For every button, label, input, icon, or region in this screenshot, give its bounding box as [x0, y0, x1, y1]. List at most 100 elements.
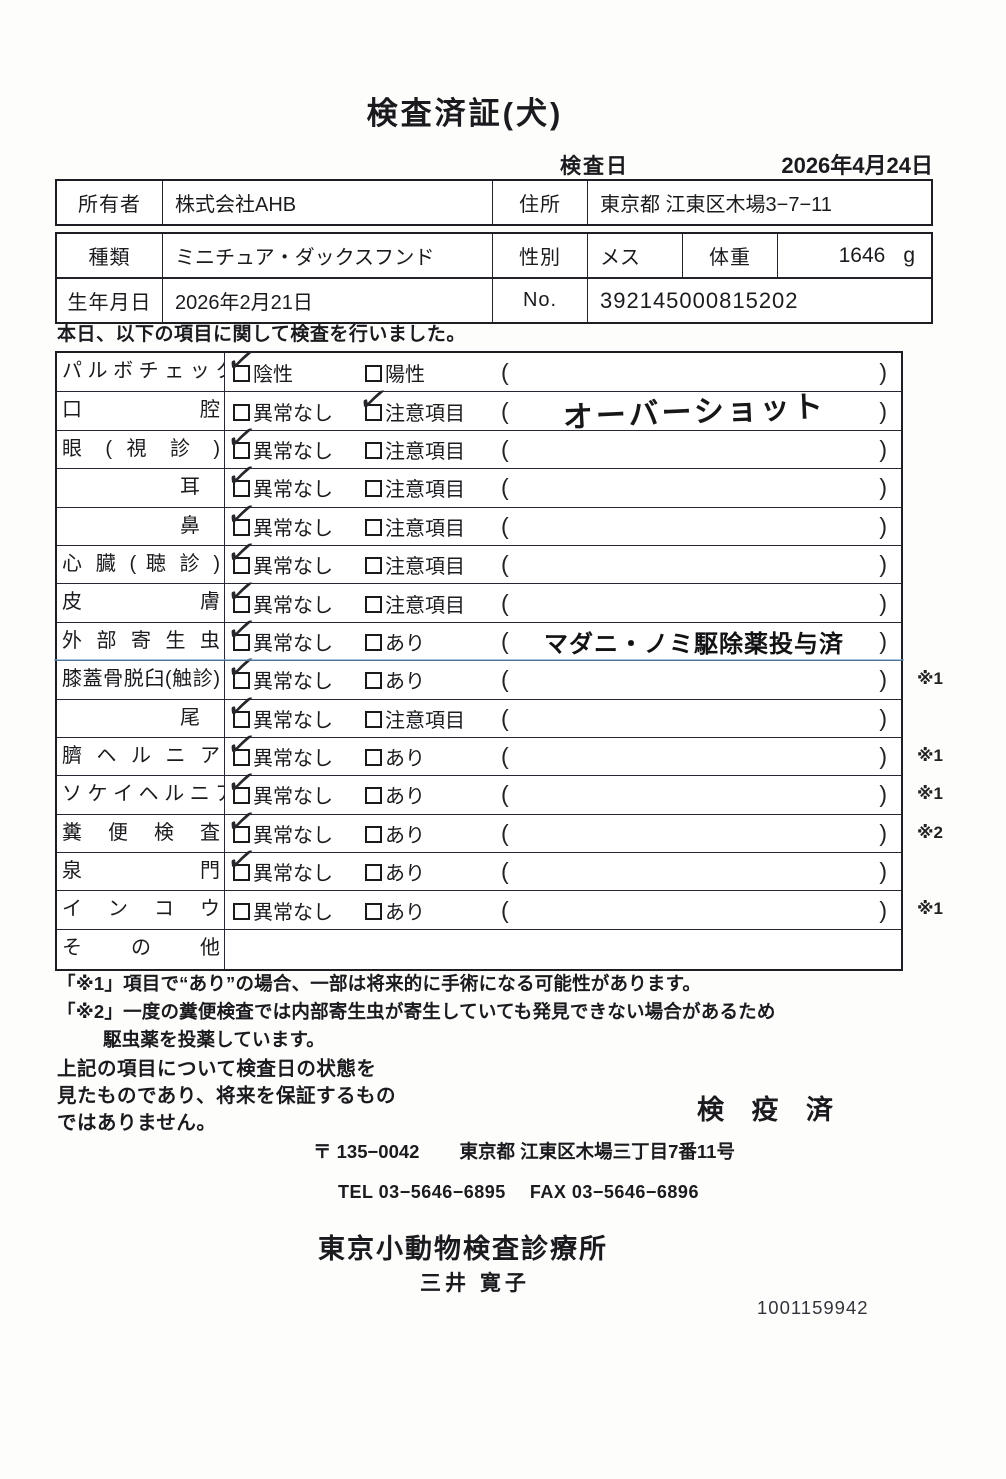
checkbox-icon[interactable]: [365, 749, 382, 767]
checkbox-present[interactable]: ✓あり: [365, 627, 501, 656]
owner-label: 所有者: [78, 194, 141, 216]
close-paren: ): [879, 666, 887, 693]
checkbox-no-abnormality[interactable]: ✓異常なし: [222, 609, 333, 655]
item-label: そ の 他: [57, 929, 225, 969]
table-row-heart: 心 臓 ( 聴 診 ) ✓異常なし ✓注意項目 (): [57, 533, 901, 584]
checkbox-no-abnormality[interactable]: ✓異常なし: [222, 571, 333, 617]
checkbox-no-abnormality[interactable]: ✓異常なし: [222, 724, 333, 771]
close-paren: ): [879, 819, 887, 846]
checkbox-icon[interactable]: [233, 672, 250, 690]
clinic-name: 東京小動物検査診療所: [318, 1234, 608, 1264]
remarks-field: (): [501, 666, 887, 693]
remarks-field: (オーバーショット): [501, 389, 887, 434]
checkbox-positive[interactable]: ✓陽性: [365, 358, 501, 387]
checkbox-caution[interactable]: ✓注意項目: [365, 550, 501, 579]
checkbox-icon[interactable]: [233, 633, 250, 651]
checkbox-icon[interactable]: [365, 633, 382, 651]
checkbox-caution[interactable]: ✓注意項目: [365, 704, 501, 733]
footnote-2: 「※2」一度の糞便検査では内部寄生虫が寄生していても発見できない場合があるため: [57, 1001, 776, 1022]
checkbox-icon[interactable]: [233, 864, 250, 882]
checkbox-caution[interactable]: ✓注意項目: [365, 435, 501, 464]
checkbox-icon[interactable]: [365, 364, 382, 382]
checkbox-icon[interactable]: [233, 480, 250, 498]
checkbox-negative[interactable]: ✓ 陰性: [222, 340, 293, 386]
checkbox-icon[interactable]: [233, 710, 250, 728]
checkbox-icon[interactable]: [365, 557, 382, 575]
checkbox-caution[interactable]: ✓注意項目: [354, 379, 465, 425]
open-paren: (: [501, 512, 509, 539]
table-row-eyes: 眼 ( 視 診 ) ✓異常なし ✓注意項目 (): [57, 417, 901, 469]
intro-text: 本日、以下の項目に関して検査を行いました。: [57, 324, 466, 345]
serial-number: 1001159942: [757, 1297, 869, 1318]
breed-value: ミニチュア・ダックスフンド: [162, 234, 492, 277]
checkbox-present[interactable]: ✓あり: [365, 780, 501, 809]
open-paren: (: [501, 666, 509, 693]
weight-value: 1646: [838, 243, 886, 267]
checkbox-icon[interactable]: [233, 518, 250, 536]
checkbox-icon[interactable]: [233, 557, 250, 575]
table-row-fontanelle: 泉 門 ✓異常なし ✓あり (): [57, 840, 901, 891]
checkbox-icon[interactable]: [233, 749, 250, 767]
checkbox-no-abnormality[interactable]: ✓異常なし: [222, 648, 333, 694]
checkbox-present[interactable]: ✓あり: [365, 665, 501, 694]
checkbox-no-abnormality[interactable]: ✓異常なし: [222, 533, 333, 579]
checkbox-icon[interactable]: [233, 441, 250, 459]
checkbox-no-abnormality[interactable]: ✓異常なし: [222, 801, 333, 847]
checkbox-present[interactable]: ✓あり: [365, 857, 501, 886]
checkbox-icon[interactable]: [233, 364, 250, 382]
checkbox-caution[interactable]: ✓注意項目: [365, 512, 501, 541]
checkbox-icon[interactable]: [233, 595, 250, 613]
checkbox-icon[interactable]: [365, 710, 382, 728]
veterinarian-name: 三井 寛子: [420, 1272, 530, 1295]
owner-info-box: 所有者 株式会社AHB 住所 東京都 江東区木場3−7−11: [55, 179, 933, 226]
item-label: 糞 便 検 査: [57, 814, 225, 853]
remarks-field: (): [501, 781, 887, 808]
close-paren: ): [879, 704, 887, 731]
checkbox-caution[interactable]: ✓注意項目: [365, 589, 501, 618]
checkbox-present[interactable]: ✓あり: [365, 742, 501, 771]
close-paren: ): [879, 551, 887, 578]
checkbox-icon[interactable]: [365, 518, 382, 536]
checkbox-icon[interactable]: [233, 787, 250, 805]
remarks-field: (): [501, 590, 887, 617]
item-label: ソ ケ イ ヘ ル ニ ア: [57, 776, 225, 814]
checkbox-present[interactable]: ✓あり: [365, 896, 501, 925]
checkbox-icon[interactable]: [365, 787, 382, 805]
checkbox-no-abnormality[interactable]: ✓異常なし: [233, 397, 365, 426]
checkbox-icon[interactable]: [365, 403, 382, 421]
checkbox-icon[interactable]: [365, 825, 382, 843]
checkbox-icon[interactable]: [365, 864, 382, 882]
checkbox-icon[interactable]: [365, 672, 382, 690]
address-label: 住所: [492, 181, 587, 224]
checkbox-no-abnormality[interactable]: ✓異常なし: [222, 686, 333, 732]
checkbox-icon[interactable]: [365, 480, 382, 498]
table-row-fecal-exam: 糞 便 検 査 ✓異常なし ✓あり () ※2: [57, 801, 943, 853]
weight-label: 体重: [682, 234, 777, 277]
checkbox-no-abnormality[interactable]: ✓異常なし: [222, 840, 333, 886]
disclaimer-block: 上記の項目について検査日の状態を 見たものであり、将来を保証するもの ではありま…: [57, 1058, 397, 1134]
sex-label: 性別: [492, 234, 587, 277]
checkbox-caution[interactable]: ✓注意項目: [365, 473, 501, 502]
checkbox-icon[interactable]: [365, 902, 382, 920]
checkbox-present[interactable]: ✓あり: [365, 819, 501, 848]
checkbox-no-abnormality[interactable]: ✓異常なし: [233, 896, 365, 925]
close-paren: ): [879, 781, 887, 808]
checkbox-no-abnormality[interactable]: ✓異常なし: [222, 417, 333, 463]
checkbox-icon[interactable]: [233, 902, 250, 920]
open-paren: (: [501, 704, 509, 731]
checkbox-no-abnormality[interactable]: ✓異常なし: [222, 763, 333, 809]
checkbox-no-abnormality[interactable]: ✓異常なし: [222, 456, 333, 502]
checkbox-icon[interactable]: [233, 403, 250, 421]
clinic-postal-address: 〒 135−0042 東京都 江東区木場三丁目7番11号: [313, 1138, 735, 1164]
checkbox-no-abnormality[interactable]: ✓異常なし: [222, 494, 333, 540]
open-paren: (: [501, 781, 509, 808]
no-label: No.: [492, 279, 587, 322]
remarks-field: (): [501, 551, 887, 578]
checkbox-icon[interactable]: [365, 595, 382, 613]
table-row-ears: 耳 ✓異常なし ✓注意項目 (): [57, 456, 901, 507]
checkbox-icon[interactable]: [233, 825, 250, 843]
checkbox-icon[interactable]: [365, 441, 382, 459]
owner-value: 株式会社AHB: [162, 181, 492, 224]
item-label: 尾: [57, 699, 225, 737]
